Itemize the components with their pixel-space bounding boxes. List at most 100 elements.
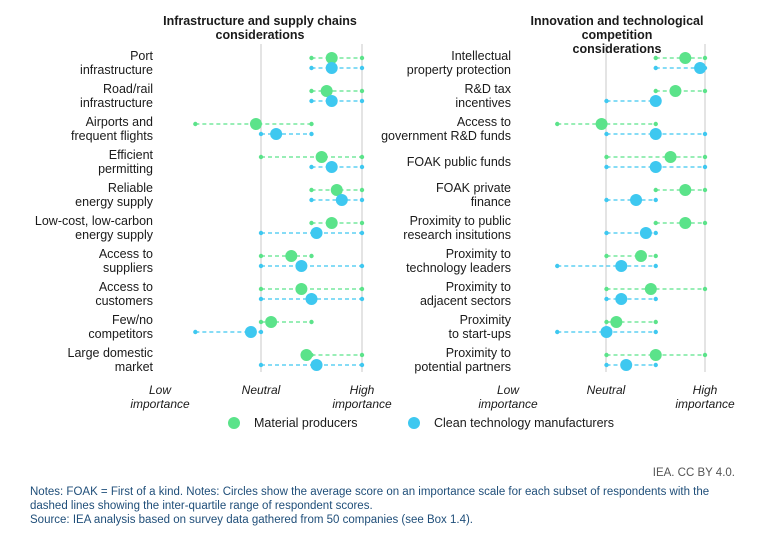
iqr-end-clean-technology-manufacturers	[653, 230, 658, 236]
iqr-end-material-producers	[555, 121, 560, 127]
iqr-end-material-producers	[359, 154, 365, 160]
mean-point-clean-technology-manufacturers	[615, 293, 628, 305]
category-label-airports-and-frequent-flights: Airports and frequent flights	[71, 115, 153, 143]
iqr-end-clean-technology-manufacturers	[359, 362, 365, 368]
mean-point-material-producers	[669, 85, 682, 97]
iqr-end-material-producers	[702, 220, 708, 226]
iqr-end-clean-technology-manufacturers	[309, 164, 314, 170]
iqr-end-clean-technology-manufacturers	[702, 131, 708, 137]
mean-point-material-producers	[285, 250, 298, 262]
mean-point-material-producers	[649, 349, 662, 361]
iqr-end-clean-technology-manufacturers	[604, 362, 609, 368]
iqr-end-material-producers	[653, 319, 658, 325]
category-label-port-infrastructure: Port infrastructure	[80, 49, 153, 77]
iqr-end-clean-technology-manufacturers	[653, 197, 658, 203]
category-label-access-to-suppliers: Access to suppliers	[98, 247, 153, 275]
panel-title: Innovation and technological competition…	[530, 14, 704, 56]
iqr-end-material-producers	[309, 121, 314, 127]
mean-point-material-producers	[634, 250, 647, 262]
mean-point-clean-technology-manufacturers	[310, 359, 323, 371]
category-label-proximity-to-technology-leaders: Proximity to technology leaders	[406, 247, 511, 275]
iqr-end-clean-technology-manufacturers	[359, 263, 365, 269]
category-label-few-no-competitors: Few/no competitors	[88, 313, 153, 341]
iqr-end-clean-technology-manufacturers	[359, 230, 365, 236]
mean-point-clean-technology-manufacturers	[615, 260, 628, 272]
iqr-end-clean-technology-manufacturers	[359, 296, 365, 302]
mean-point-material-producers	[315, 151, 328, 163]
iqr-end-material-producers	[653, 187, 658, 193]
iqr-end-material-producers	[702, 286, 708, 292]
iqr-end-clean-technology-manufacturers	[653, 329, 658, 335]
mean-point-material-producers	[644, 283, 657, 295]
iqr-end-material-producers	[653, 88, 658, 94]
x-tick-label-high-importance: High importance	[675, 383, 735, 411]
iqr-end-material-producers	[604, 253, 609, 259]
notes-text: Notes: FOAK = First of a kind. Notes: Ci…	[30, 486, 710, 512]
iqr-end-clean-technology-manufacturers	[702, 164, 708, 170]
iqr-end-clean-technology-manufacturers	[258, 362, 264, 368]
iqr-end-material-producers	[604, 319, 609, 325]
iqr-end-material-producers	[702, 352, 708, 358]
iqr-end-material-producers	[309, 220, 314, 226]
iqr-end-clean-technology-manufacturers	[604, 197, 609, 203]
iqr-end-clean-technology-manufacturers	[258, 131, 264, 137]
iqr-end-clean-technology-manufacturers	[604, 296, 609, 302]
iqr-end-material-producers	[359, 220, 365, 226]
iqr-end-clean-technology-manufacturers	[258, 263, 264, 269]
category-label-access-to-government-r-d-funds: Access to government R&D funds	[381, 115, 511, 143]
iqr-end-clean-technology-manufacturers	[258, 296, 264, 302]
iqr-end-material-producers	[653, 253, 658, 259]
iqr-end-clean-technology-manufacturers	[309, 98, 314, 104]
iqr-end-clean-technology-manufacturers	[193, 329, 198, 335]
iqr-end-clean-technology-manufacturers	[653, 296, 658, 302]
iqr-end-material-producers	[653, 121, 658, 127]
iqr-end-material-producers	[258, 253, 264, 259]
category-label-r-d-tax-incentives: R&D tax incentives	[455, 82, 511, 110]
x-tick-label-low-importance: Low importance	[478, 383, 538, 411]
category-label-access-to-customers: Access to customers	[95, 280, 153, 308]
iqr-end-material-producers	[702, 154, 708, 160]
mean-point-material-producers	[325, 52, 338, 64]
iqr-end-clean-technology-manufacturers	[359, 164, 365, 170]
iqr-end-material-producers	[604, 286, 609, 292]
x-tick-label-high-importance: High importance	[332, 383, 392, 411]
mean-point-clean-technology-manufacturers	[620, 359, 633, 371]
category-label-intellectual-property-protection: Intellectual property protection	[406, 49, 511, 77]
iqr-end-clean-technology-manufacturers	[258, 329, 264, 335]
iqr-end-clean-technology-manufacturers	[555, 263, 560, 269]
iqr-end-clean-technology-manufacturers	[359, 65, 365, 71]
iqr-end-clean-technology-manufacturers	[359, 197, 365, 203]
iqr-end-material-producers	[702, 187, 708, 193]
mean-point-clean-technology-manufacturers	[325, 95, 338, 107]
mean-point-clean-technology-manufacturers	[295, 260, 308, 272]
iqr-end-material-producers	[604, 154, 609, 160]
source-text: Source: IEA analysis based on survey dat…	[30, 514, 473, 526]
category-label-efficient-permitting: Efficient permitting	[98, 148, 153, 176]
x-tick-label-low-importance: Low importance	[130, 383, 190, 411]
mean-point-clean-technology-manufacturers	[649, 161, 662, 173]
mean-point-material-producers	[249, 118, 262, 130]
category-label-proximity-to-adjacent-sectors: Proximity to adjacent sectors	[419, 280, 511, 308]
category-label-proximity-to-start-ups: Proximity to start-ups	[448, 313, 511, 341]
mean-point-clean-technology-manufacturers	[649, 128, 662, 140]
iqr-end-clean-technology-manufacturers	[604, 98, 609, 104]
mean-point-material-producers	[325, 217, 338, 229]
category-label-reliable-energy-supply: Reliable energy supply	[75, 181, 153, 209]
iqr-end-material-producers	[258, 286, 264, 292]
legend-dot-clean-tech	[408, 417, 420, 429]
mean-point-clean-technology-manufacturers	[335, 194, 348, 206]
iqr-end-material-producers	[309, 187, 314, 193]
iqr-end-material-producers	[359, 187, 365, 193]
x-tick-label-neutral: Neutral	[241, 383, 281, 397]
iqr-end-material-producers	[359, 286, 365, 292]
iqr-end-clean-technology-manufacturers	[359, 98, 365, 104]
mean-point-clean-technology-manufacturers	[649, 95, 662, 107]
mean-point-clean-technology-manufacturers	[600, 326, 613, 338]
chart-area	[193, 44, 708, 372]
iqr-end-material-producers	[359, 55, 365, 61]
notes-block: Notes: FOAK = First of a kind. Notes: Ci…	[30, 485, 750, 527]
iqr-end-material-producers	[309, 319, 314, 325]
category-label-foak-public-funds: FOAK public funds	[406, 155, 511, 169]
mean-point-material-producers	[679, 217, 692, 229]
iqr-end-material-producers	[258, 319, 264, 325]
